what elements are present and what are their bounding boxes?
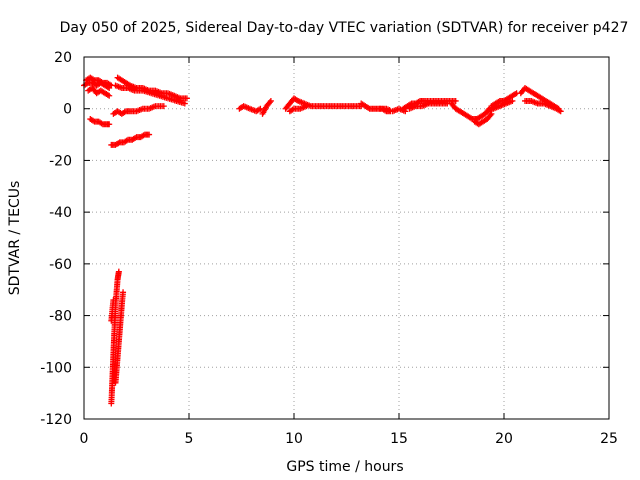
data-point	[120, 289, 127, 296]
y-tick-label: -40	[49, 205, 72, 221]
y-tick-label: 20	[54, 50, 72, 66]
data-point	[183, 95, 190, 102]
y-tick-label: 0	[63, 102, 72, 118]
grid-lines	[84, 57, 609, 419]
y-axis-label: SDTVAR / TECUs	[7, 181, 23, 296]
tick-labels: 0 5 10 15 20 25 -120 -100 -80 -60 -40 -20 0 20	[40, 50, 618, 447]
data-point	[106, 92, 113, 99]
x-tick-label: 15	[390, 431, 408, 447]
data-point	[160, 103, 167, 110]
x-tick-label: 20	[495, 431, 513, 447]
plot-frame	[83, 56, 610, 420]
data-point	[557, 108, 564, 115]
data-point	[509, 97, 516, 104]
x-tick-label: 5	[185, 431, 194, 447]
data-point	[115, 268, 122, 275]
x-tick-label: 25	[600, 431, 618, 447]
y-tick-label: -20	[49, 153, 72, 169]
y-tick-label: -60	[49, 257, 72, 273]
data-point	[146, 131, 153, 138]
y-tick-label: -80	[49, 309, 72, 325]
chart-title: Day 050 of 2025, Sidereal Day-to-day VTE…	[60, 20, 629, 36]
data-point	[452, 97, 459, 104]
x-axis-label: GPS time / hours	[286, 459, 403, 475]
data-point	[487, 112, 494, 119]
data-point	[266, 99, 273, 106]
y-tick-label: -120	[40, 412, 72, 428]
axis-ticks	[83, 56, 610, 420]
data-point	[303, 103, 310, 110]
data-point	[110, 297, 117, 304]
data-point	[267, 97, 274, 104]
y-tick-label: -100	[40, 360, 72, 376]
x-tick-label: 10	[285, 431, 303, 447]
data-point	[181, 100, 188, 107]
x-tick-label: 0	[80, 431, 89, 447]
data-points	[81, 74, 564, 407]
data-point	[106, 121, 113, 128]
